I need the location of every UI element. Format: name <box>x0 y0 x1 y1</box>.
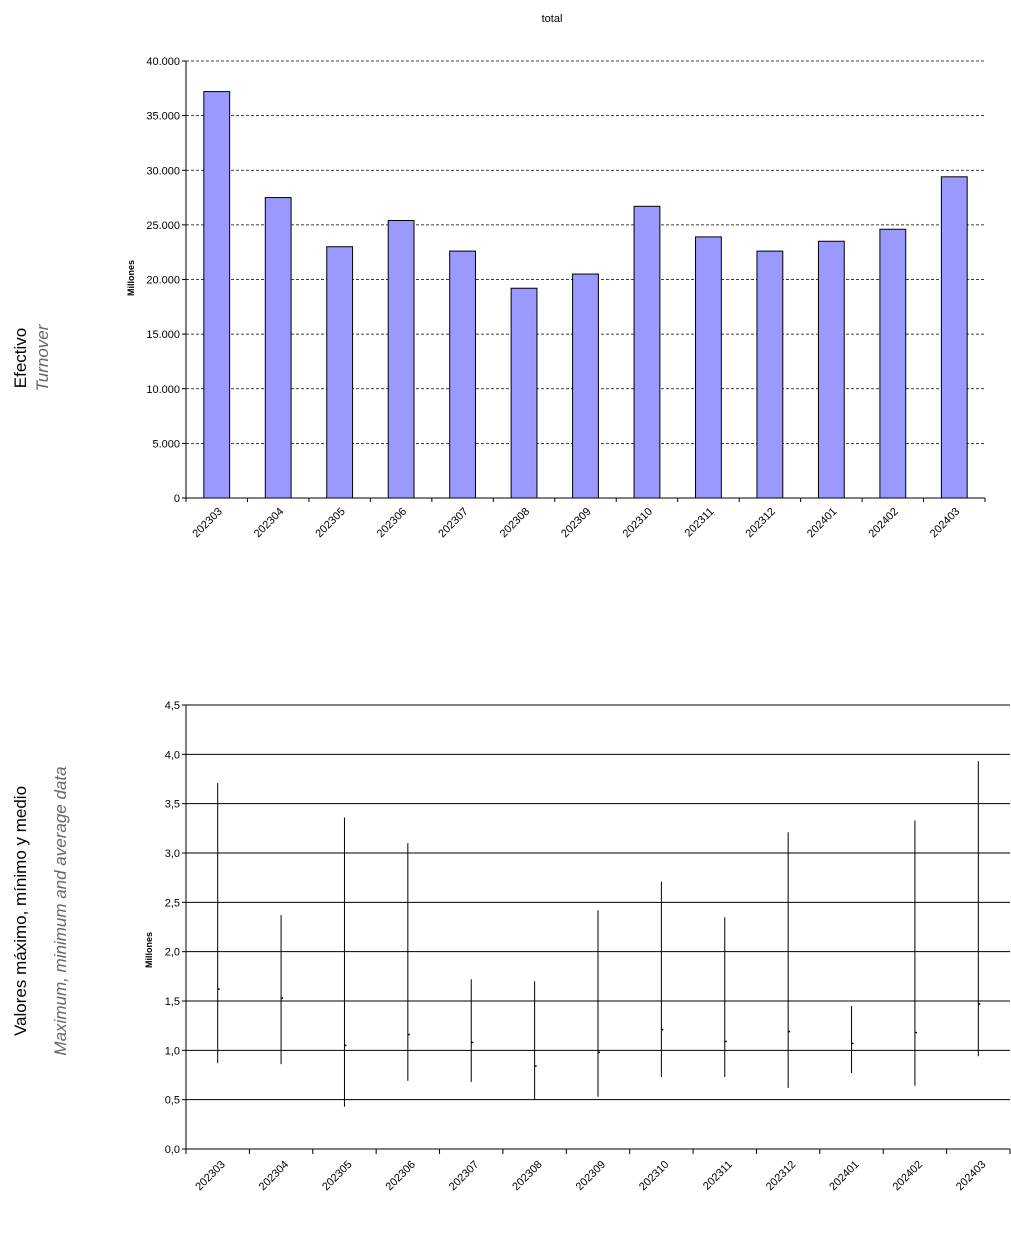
chart1-x-tick-label: 202403 <box>928 506 962 540</box>
chart1-bar <box>817 240 845 499</box>
chart2-y-unit-label: Millones <box>144 932 154 968</box>
chart1-y-unit-label: Millones <box>126 260 136 296</box>
chart1-y-tick-label: 10.000 <box>146 384 180 396</box>
chart1-x-tick-label: 202305 <box>313 506 347 540</box>
chart2-x-tick-label: 202308 <box>510 1159 544 1193</box>
chart1-bar <box>572 273 599 499</box>
chart2-x-tick-label: 202303 <box>193 1159 227 1193</box>
chart2-y-tick-label: 1,5 <box>165 996 180 1008</box>
chart2-y-tick-label: 2,0 <box>165 947 180 959</box>
chart1-side-label-en: Turnover <box>33 323 52 391</box>
chart2-x-tick-label: 202401 <box>827 1159 861 1193</box>
chart2-x-tick-label: 202403 <box>954 1159 988 1193</box>
chart2-x-tick-label: 202305 <box>320 1159 354 1193</box>
chart1-x-tick-label: 202307 <box>436 506 470 540</box>
chart1-bar <box>264 197 292 499</box>
chart1-y-tick-label: 0 <box>174 493 180 505</box>
chart2-x-tick-label: 202310 <box>637 1159 671 1193</box>
chart1-y-tick-label: 15.000 <box>146 329 180 341</box>
chart2-x-tick-label: 202307 <box>447 1159 481 1193</box>
chart1-y-tick-label: 35.000 <box>146 111 180 123</box>
chart1-y-tick-label: 30.000 <box>146 165 180 177</box>
chart1-x-tick-label: 202402 <box>866 506 900 540</box>
chart1-y-tick-label: 25.000 <box>146 220 180 232</box>
chart1-x-tick-label: 202304 <box>252 506 286 540</box>
chart1-y-tick-label: 20.000 <box>146 275 180 287</box>
chart1-x-tick-label: 202401 <box>805 506 839 540</box>
chart1-side-label-es: Efectivo <box>11 328 30 388</box>
chart1-x-tick-label: 202306 <box>375 506 409 540</box>
chart2-y-tick-label: 2,5 <box>165 897 180 909</box>
chart1-x-tick-label: 202310 <box>621 506 655 540</box>
chart2-x-tick-label: 202304 <box>257 1159 291 1193</box>
chart1-bar <box>510 287 538 499</box>
chart1-bar <box>387 220 415 499</box>
chart2-y-tick-label: 3,0 <box>165 848 180 860</box>
chart1-x-tick-label: 202303 <box>190 506 224 540</box>
chart2-y-tick-label: 4,5 <box>165 700 180 712</box>
chart2-y-tick-label: 1,0 <box>165 1045 180 1057</box>
chart1-bar <box>449 250 476 499</box>
chart1-bar <box>756 250 784 499</box>
chart1-bar <box>695 236 722 499</box>
chart1-bar <box>940 176 968 499</box>
chart2-side-label-es: Valores máximo, mínimo y medio <box>11 786 30 1036</box>
chart2-y-tick-label: 0,5 <box>165 1095 180 1107</box>
chart2-y-tick-label: 3,5 <box>165 799 180 811</box>
chart1-x-tick-label: 202309 <box>559 506 593 540</box>
chart1-x-tick-label: 202312 <box>744 506 778 540</box>
chart2-x-tick-label: 202311 <box>701 1159 735 1193</box>
chart2-side-label-en: Maximum, minimum and average data <box>51 766 70 1055</box>
turnover-bar-chart: total Millones 0 5.000 10.000 15.000 20.000 2… <box>126 13 986 540</box>
chart2-x-tick-label: 202402 <box>891 1159 925 1193</box>
chart1-y-tick-label: 40.000 <box>146 56 180 68</box>
chart1-x-tick-label: 202311 <box>683 506 717 540</box>
chart1-x-tick-label: 202308 <box>498 506 532 540</box>
chart1-bar <box>633 205 661 499</box>
chart2-x-tick-label: 202312 <box>764 1159 798 1193</box>
chart1-y-tick-label: 5.000 <box>152 438 180 450</box>
range-chart: Millones 0,00,51,01,52,02,53,03,54,04,5 … <box>144 700 1011 1193</box>
chart1-bar <box>203 91 231 499</box>
chart2-x-tick-label: 202306 <box>384 1159 418 1193</box>
chart1-title: total <box>542 13 563 25</box>
chart1-bar <box>326 246 354 499</box>
chart2-y-tick-label: 4,0 <box>165 749 180 761</box>
chart2-y-tick-label: 0,0 <box>165 1144 180 1156</box>
chart1-bar <box>879 228 907 499</box>
chart2-x-tick-label: 202309 <box>574 1159 608 1193</box>
